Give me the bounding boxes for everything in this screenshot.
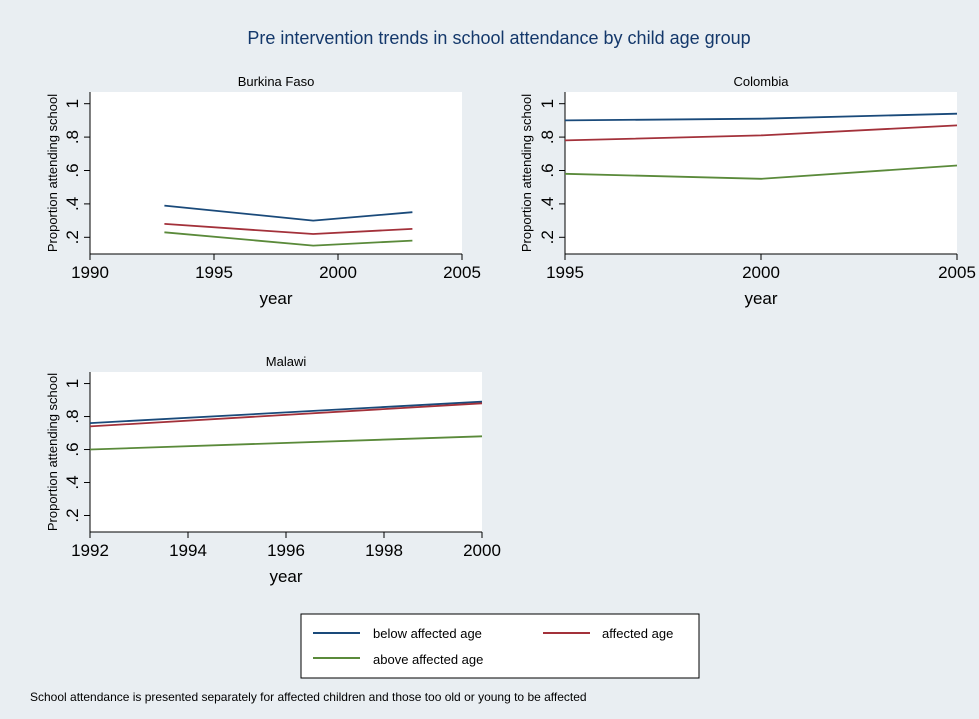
burkina-faso-y-tick-label: .4 — [63, 197, 82, 211]
colombia-series-above-affected-age — [564, 164, 958, 180]
panel-colombia: Colombia .2 .4 .6 .8 1 1995 2000 2005 year Proport… — [519, 74, 976, 308]
colombia-plot-area — [565, 92, 957, 254]
burkina-faso-series-above-affected-age — [164, 231, 413, 247]
burkina-faso-x-tick-label: 2005 — [443, 263, 481, 282]
figure-title: Pre intervention trends in school attend… — [247, 28, 750, 48]
colombia-x-tick-label: 2005 — [938, 263, 976, 282]
colombia-y-tick-label: .4 — [538, 197, 557, 211]
burkina-faso-y-axis-title: Proportion attending school — [45, 94, 60, 252]
colombia-y-tick-label: .8 — [538, 130, 557, 144]
malawi-plot-area — [90, 372, 482, 532]
malawi-y-tick-label: .2 — [63, 508, 82, 522]
legend-label-above-affected-age: above affected age — [373, 652, 483, 667]
panel-malawi: Malawi .2 .4 .6 .8 1 1992 1994 1996 1998 2000 year P… — [45, 354, 501, 586]
colombia-x-tick-label: 2000 — [742, 263, 780, 282]
colombia-series-affected-age — [564, 124, 958, 142]
burkina-faso-y-tick-label: 1 — [63, 99, 82, 108]
panel-burkina-faso: Burkina Faso .2 .4 .6 .8 1 1990 1995 2000 2005 yea… — [45, 74, 481, 308]
colombia-series-below-affected-age — [564, 112, 958, 122]
malawi-series-affected-age — [89, 402, 483, 428]
burkina-faso-x-tick-label: 1995 — [195, 263, 233, 282]
figure-note: School attendance is presented separatel… — [30, 690, 587, 704]
colombia-x-tick-label: 1995 — [546, 263, 584, 282]
malawi-x-tick-label: 1998 — [365, 541, 403, 560]
colombia-panel-title: Colombia — [734, 74, 790, 89]
burkina-faso-y-tick-label: .6 — [63, 163, 82, 177]
malawi-y-tick-label: 1 — [63, 379, 82, 388]
colombia-y-tick-label: 1 — [538, 99, 557, 108]
legend-box — [300, 613, 700, 679]
malawi-x-tick-label: 1992 — [71, 541, 109, 560]
colombia-y-axis-title: Proportion attending school — [519, 94, 534, 252]
burkina-faso-y-tick-label: .8 — [63, 130, 82, 144]
legend: below affected age affected age above af… — [300, 613, 700, 679]
legend-label-affected-age: affected age — [602, 626, 673, 641]
malawi-y-tick-label: .6 — [63, 442, 82, 456]
colombia-y-tick-label: .2 — [538, 230, 557, 244]
malawi-y-tick-label: .4 — [63, 475, 82, 489]
malawi-y-axis-title: Proportion attending school — [45, 373, 60, 531]
burkina-faso-plot-area — [90, 92, 462, 254]
malawi-y-tick-label: .8 — [63, 409, 82, 423]
malawi-panel-title: Malawi — [266, 354, 307, 369]
colombia-y-tick-label: .6 — [538, 163, 557, 177]
burkina-faso-panel-title: Burkina Faso — [238, 74, 315, 89]
legend-label-below-affected-age: below affected age — [373, 626, 482, 641]
burkina-faso-x-tick-label: 1990 — [71, 263, 109, 282]
burkina-faso-y-tick-label: .2 — [63, 230, 82, 244]
malawi-series-below-affected-age — [89, 400, 483, 424]
malawi-x-tick-label: 1996 — [267, 541, 305, 560]
burkina-faso-series-affected-age — [164, 223, 413, 235]
colombia-x-axis-title: year — [744, 289, 777, 308]
burkina-faso-x-tick-label: 2000 — [319, 263, 357, 282]
malawi-x-tick-label: 2000 — [463, 541, 501, 560]
burkina-faso-x-axis-title: year — [259, 289, 292, 308]
malawi-series-above-affected-age — [89, 435, 483, 451]
malawi-x-axis-title: year — [269, 567, 302, 586]
malawi-x-tick-label: 1994 — [169, 541, 207, 560]
burkina-faso-series-below-affected-age — [164, 204, 413, 222]
